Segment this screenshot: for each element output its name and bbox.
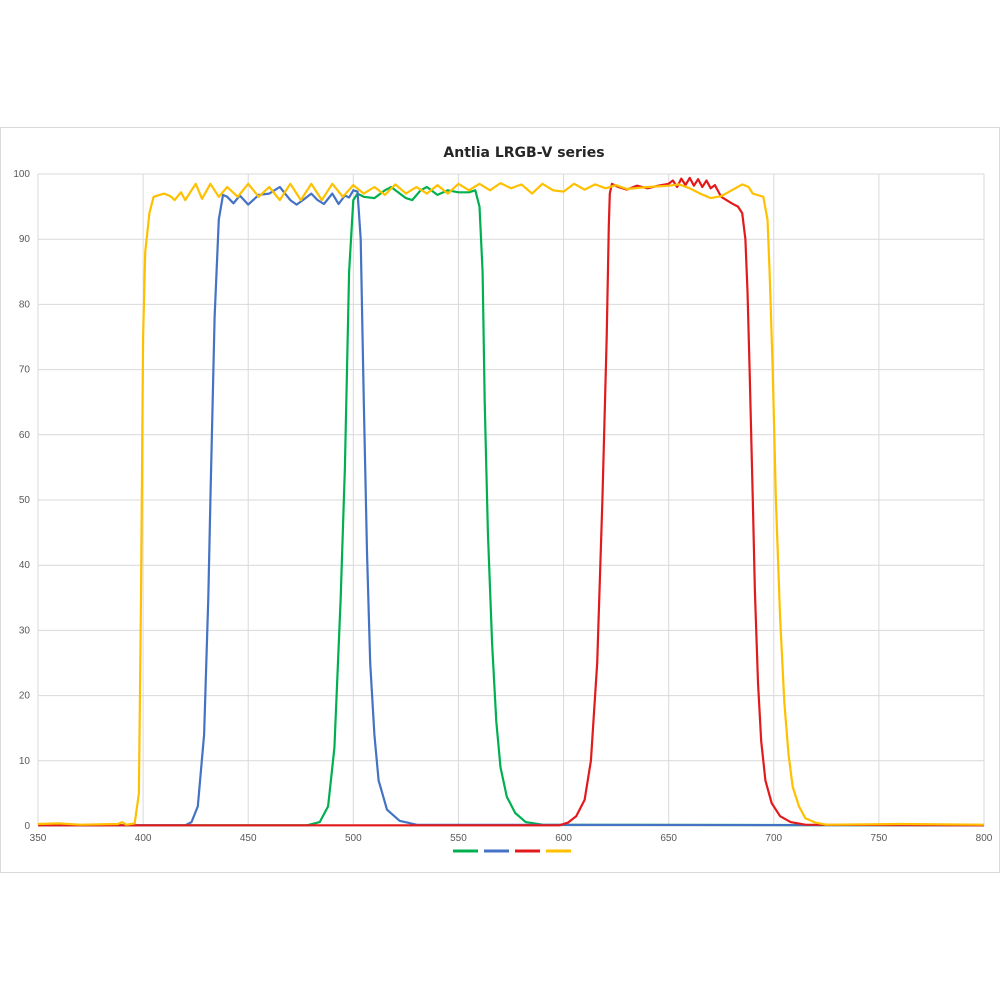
y-tick-label: 90 bbox=[19, 234, 31, 245]
x-tick-label: 750 bbox=[871, 833, 888, 844]
y-tick-label: 80 bbox=[19, 299, 31, 310]
series-line bbox=[38, 185, 985, 827]
series-line bbox=[37, 182, 985, 826]
x-tick-label: 500 bbox=[345, 833, 362, 844]
x-tick-label: 450 bbox=[240, 833, 257, 844]
x-tick-label: 350 bbox=[30, 833, 47, 844]
x-tick-label: 400 bbox=[135, 833, 152, 844]
series-line bbox=[38, 176, 985, 827]
series-line bbox=[38, 185, 985, 827]
y-tick-label: 0 bbox=[24, 821, 30, 832]
y-tick-label: 100 bbox=[13, 169, 30, 180]
y-tick-label: 30 bbox=[19, 625, 31, 636]
x-tick-label: 800 bbox=[976, 833, 993, 844]
x-tick-label: 600 bbox=[555, 833, 572, 844]
chart-title: Antlia LRGB-V series bbox=[443, 145, 605, 161]
y-tick-label: 20 bbox=[19, 691, 31, 702]
y-tick-label: 60 bbox=[19, 430, 31, 441]
y-tick-label: 10 bbox=[19, 756, 31, 767]
x-tick-label: 550 bbox=[450, 833, 467, 844]
y-tick-label: 40 bbox=[19, 560, 31, 571]
x-tick-label: 700 bbox=[765, 833, 782, 844]
x-tick-label: 650 bbox=[660, 833, 677, 844]
y-tick-label: 50 bbox=[19, 495, 31, 506]
y-tick-label: 70 bbox=[19, 365, 31, 376]
